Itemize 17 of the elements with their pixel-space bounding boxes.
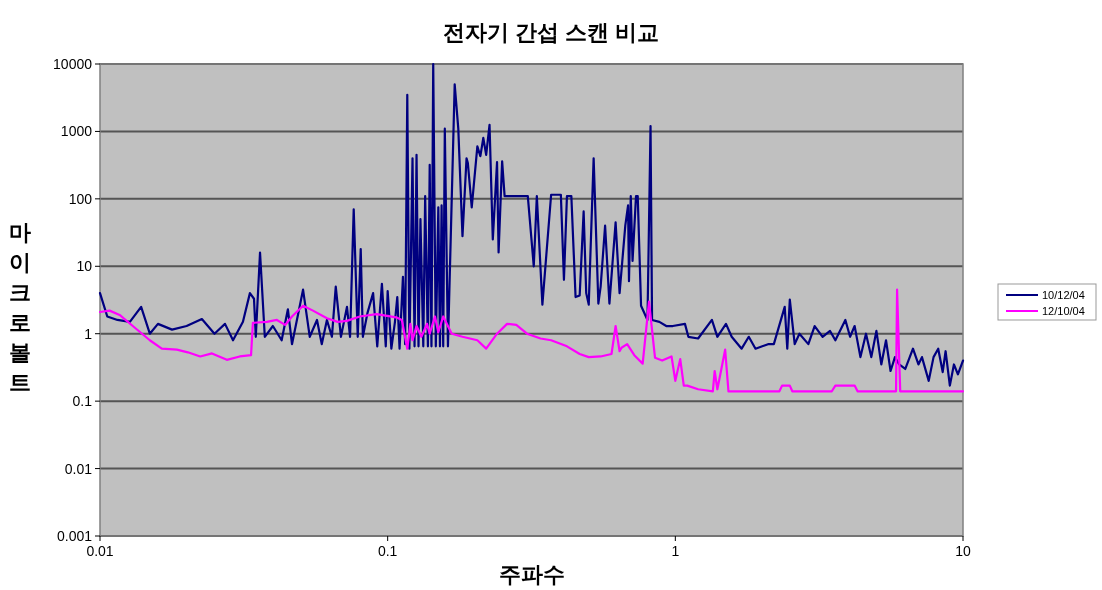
x-tick-label: 10 — [955, 543, 971, 559]
x-tick-label: 0.1 — [377, 543, 398, 559]
legend-label: 10/12/04 — [1042, 289, 1085, 301]
x-tick-label: 0.01 — [86, 543, 114, 559]
y-tick-label: 100 — [68, 190, 93, 207]
y-tick-label: 1 — [84, 325, 93, 342]
y-tick-label: 10 — [76, 258, 93, 275]
y-tick-label: 0.001 — [56, 528, 93, 544]
y-tick-label: 0.1 — [72, 393, 93, 410]
ylabel: 마이크로볼트 — [9, 220, 31, 395]
x-axis-title: 주파수 — [498, 562, 565, 587]
y-tick-label: 10000 — [53, 56, 93, 72]
x-tick-label: 1 — [671, 543, 680, 559]
y-tick-label: 0.01 — [64, 460, 93, 477]
chart-title: 전자기 간섭 스캔 비교 — [442, 20, 660, 45]
legend-label: 12/10/04 — [1042, 305, 1085, 317]
y-tick-label: 1000 — [60, 123, 93, 140]
